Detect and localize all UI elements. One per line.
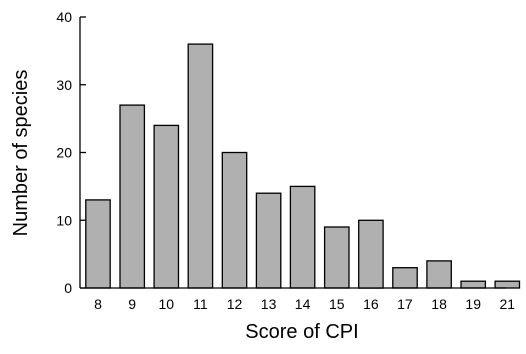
y-tick-label: 20 <box>56 145 72 161</box>
bar-18 <box>426 260 452 289</box>
x-axis-title: Score of CPI <box>245 321 358 343</box>
x-tick-label: 18 <box>431 296 447 312</box>
bar-9 <box>119 104 146 289</box>
axes-group <box>79 16 506 289</box>
x-tick-label: 13 <box>261 296 277 312</box>
x-tick-label: 19 <box>465 296 481 312</box>
x-tick-label: 11 <box>193 296 208 312</box>
x-tick-label: 17 <box>397 296 413 312</box>
bar-16 <box>358 219 384 289</box>
bar-11 <box>187 43 214 289</box>
y-tick-label: 0 <box>64 280 72 296</box>
bar-15 <box>323 226 350 289</box>
bars-group <box>85 43 521 289</box>
x-tick-label: 15 <box>329 296 345 312</box>
x-tick-label: 9 <box>128 296 136 312</box>
bar-19 <box>460 280 487 289</box>
bar-10 <box>153 124 180 289</box>
bar-8 <box>85 199 111 289</box>
labels-group: 8 9 10 11 12 13 14 15 16 17 18 19 21 0 10 20 30 40 <box>56 9 515 312</box>
bar-17 <box>392 267 418 289</box>
bar-12 <box>221 151 248 289</box>
x-tick-label: 14 <box>295 296 311 312</box>
x-tick-label: 21 <box>500 296 516 312</box>
x-tick-label: 8 <box>94 296 102 312</box>
bar-21 <box>494 280 521 289</box>
y-tick-label: 30 <box>56 77 72 93</box>
x-tick-label: 10 <box>159 296 175 312</box>
x-tick-label: 12 <box>227 296 243 312</box>
bar-14 <box>289 185 316 289</box>
bar-13 <box>255 192 282 289</box>
y-axis-title: Number of species <box>10 70 32 237</box>
y-tick-label: 10 <box>56 212 72 228</box>
x-tick-label: 16 <box>363 296 379 312</box>
y-tick-label: 40 <box>56 9 72 25</box>
